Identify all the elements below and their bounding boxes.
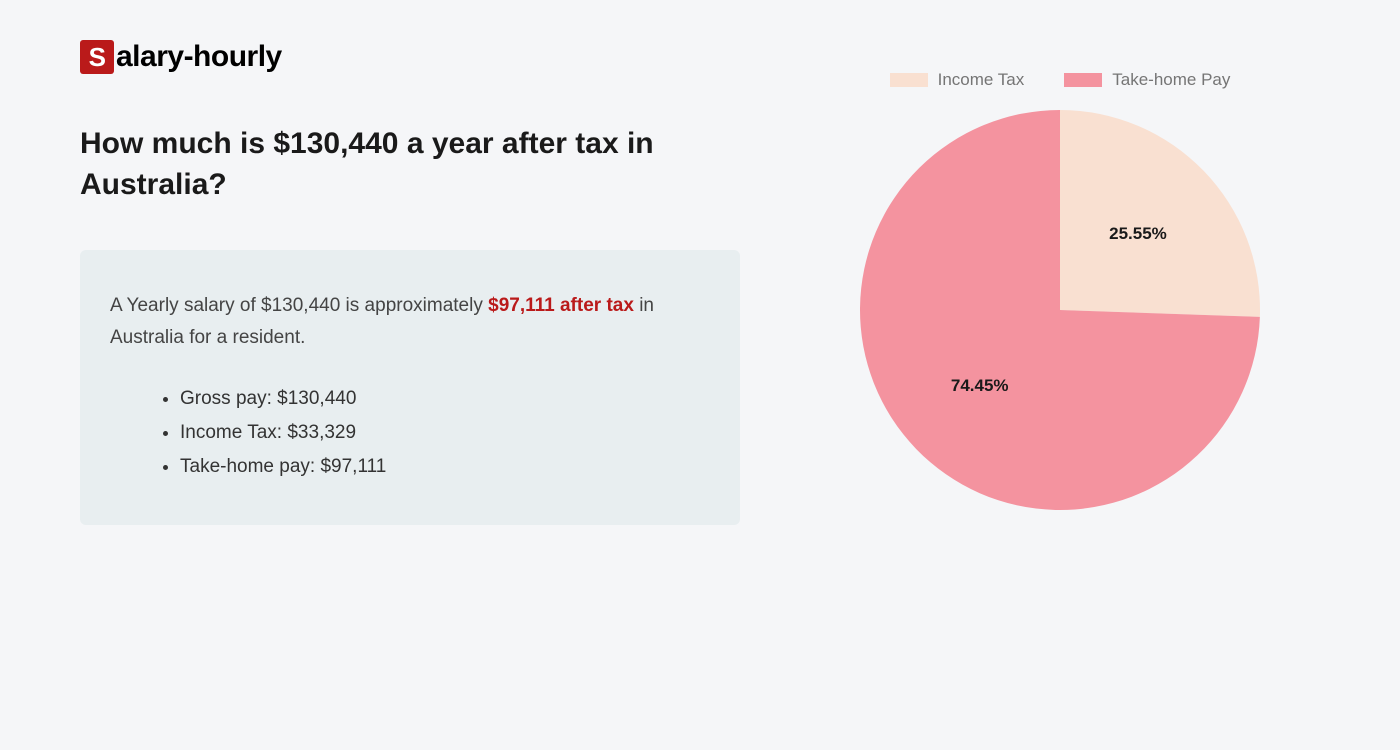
pie-chart: 25.55% 74.45%: [860, 110, 1260, 510]
legend-income-tax: Income Tax: [890, 70, 1025, 90]
page-title: How much is $130,440 a year after tax in…: [80, 124, 740, 205]
summary-prefix: A Yearly salary of $130,440 is approxima…: [110, 295, 488, 316]
legend-label-tax: Income Tax: [938, 70, 1025, 90]
page-container: Salary-hourly How much is $130,440 a yea…: [0, 0, 1400, 750]
legend-swatch-takehome: [1064, 73, 1102, 87]
detail-tax: Income Tax: $33,329: [180, 417, 700, 449]
summary-highlight: $97,111 after tax: [488, 295, 634, 316]
left-panel: Salary-hourly How much is $130,440 a yea…: [80, 40, 800, 710]
details-list: Gross pay: $130,440 Income Tax: $33,329 …: [110, 383, 700, 484]
legend-takehome: Take-home Pay: [1064, 70, 1230, 90]
legend-label-takehome: Take-home Pay: [1112, 70, 1230, 90]
site-logo: Salary-hourly: [80, 40, 740, 74]
detail-takehome: Take-home pay: $97,111: [180, 451, 700, 483]
summary-text: A Yearly salary of $130,440 is approxima…: [110, 290, 700, 355]
chart-legend: Income Tax Take-home Pay: [890, 70, 1231, 90]
detail-gross: Gross pay: $130,440: [180, 383, 700, 415]
pie-label-takehome: 74.45%: [951, 376, 1009, 396]
pie-slice-tax: [1060, 110, 1260, 317]
legend-swatch-tax: [890, 73, 928, 87]
logo-initial: S: [80, 40, 114, 74]
summary-box: A Yearly salary of $130,440 is approxima…: [80, 250, 740, 525]
right-panel: Income Tax Take-home Pay 25.55% 74.45%: [800, 40, 1320, 710]
logo-text: alary-hourly: [116, 40, 282, 74]
pie-label-tax: 25.55%: [1109, 224, 1167, 244]
pie-svg: [860, 110, 1260, 510]
